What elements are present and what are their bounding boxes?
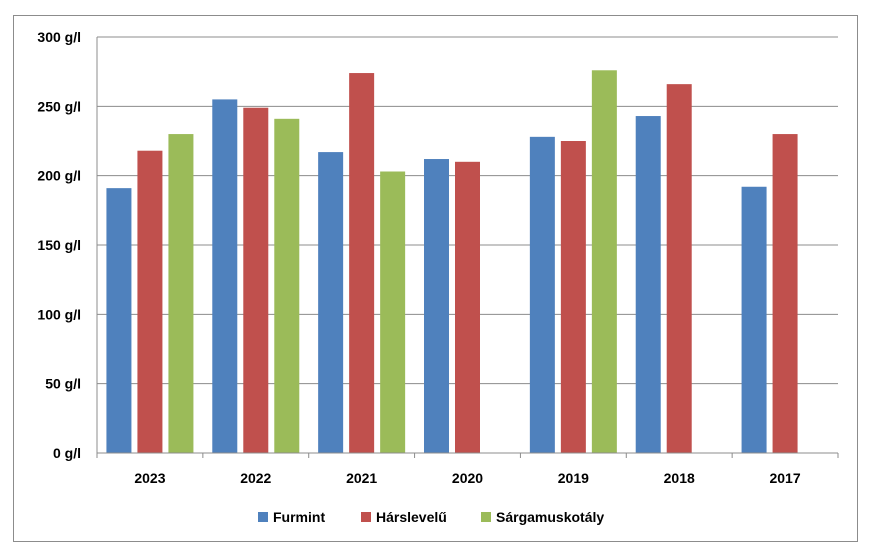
bar-furmint-2017 xyxy=(741,186,767,453)
bar-h-rslevel--2021 xyxy=(349,73,375,453)
bar-s-rgamuskot-ly-2022 xyxy=(274,118,300,454)
bar-furmint-2018 xyxy=(635,116,661,453)
bar-h-rslevel--2017 xyxy=(772,134,798,454)
bar-furmint-2021 xyxy=(318,152,344,454)
y-tick-label: 100 g/l xyxy=(37,306,81,322)
legend-swatch xyxy=(258,512,268,522)
bar-s-rgamuskot-ly-2021 xyxy=(380,171,406,454)
bars xyxy=(106,70,798,454)
bar-s-rgamuskot-ly-2019 xyxy=(591,70,617,453)
bar-furmint-2022 xyxy=(212,99,238,454)
legend-swatch xyxy=(361,512,371,522)
x-tick-label: 2022 xyxy=(240,470,271,486)
bar-furmint-2019 xyxy=(529,136,555,453)
x-tick-labels: 2023 2022 2021 2020 2019 2018 2017 xyxy=(134,470,801,486)
bar-furmint-2020 xyxy=(424,159,449,453)
legend: Furmint Hárslevelű Sárgamuskotály xyxy=(258,509,604,525)
bar-furmint-2023 xyxy=(106,188,132,453)
legend-label: Furmint xyxy=(273,509,325,525)
x-tick-label: 2023 xyxy=(134,470,165,486)
bar-h-rslevel--2018 xyxy=(666,84,692,453)
x-tick-label: 2017 xyxy=(769,470,800,486)
y-tick-label: 200 g/l xyxy=(37,168,81,184)
y-tick-label: 300 g/l xyxy=(37,29,81,45)
axes xyxy=(96,37,839,458)
legend-label: Sárgamuskotály xyxy=(496,509,604,525)
bar-h-rslevel--2023 xyxy=(137,150,163,453)
bar-h-rslevel--2019 xyxy=(560,141,586,453)
x-tick-label: 2019 xyxy=(558,470,589,486)
y-tick-label: 250 g/l xyxy=(37,98,81,114)
x-tick-label: 2018 xyxy=(664,470,695,486)
x-tick-label: 2020 xyxy=(452,470,483,486)
y-tick-label: 50 g/l xyxy=(45,376,81,392)
y-tick-label: 0 g/l xyxy=(53,445,81,461)
bar-s-rgamuskot-ly-2023 xyxy=(168,134,194,454)
y-tick-labels: 0 g/l 50 g/l 100 g/l 150 g/l 200 g/l 250 g/l 3… xyxy=(37,29,81,461)
bar-h-rslevel--2020 xyxy=(455,161,480,454)
legend-label: Hárslevelű xyxy=(376,509,447,525)
y-tick-label: 150 g/l xyxy=(37,237,81,253)
bar-h-rslevel--2022 xyxy=(243,107,269,453)
legend-swatch xyxy=(481,512,491,522)
x-tick-label: 2021 xyxy=(346,470,377,486)
